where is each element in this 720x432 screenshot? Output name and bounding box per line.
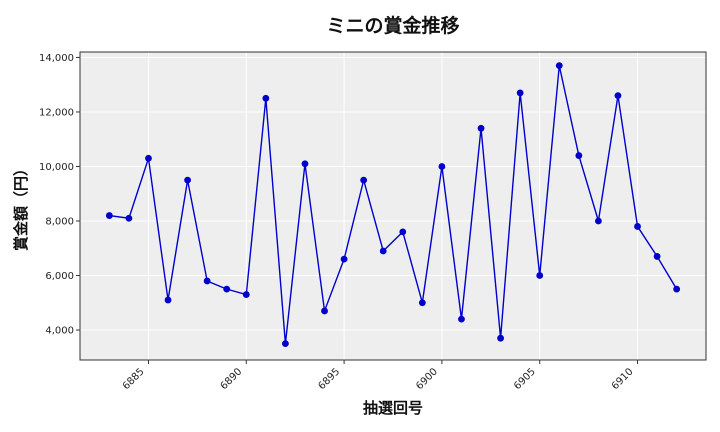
data-point (477, 124, 485, 132)
data-point (614, 92, 622, 100)
data-point (105, 212, 113, 219)
data-point (438, 163, 446, 170)
data-point (399, 228, 407, 236)
data-point (262, 94, 270, 102)
x-axis-title: 抽選回号 (363, 399, 423, 417)
plot-frame (79, 51, 707, 361)
data-point (145, 154, 152, 162)
data-point (418, 299, 426, 307)
x-tick-label: 6885 (121, 366, 147, 392)
x-tick-label: 6895 (316, 366, 342, 392)
data-point (164, 296, 172, 304)
x-tick-label: 6900 (414, 366, 440, 392)
data-point (595, 217, 602, 225)
data-point (242, 291, 250, 298)
data-point (653, 253, 661, 260)
data-point (340, 255, 348, 263)
data-point (321, 307, 328, 315)
y-tick-label: 6,000 (45, 271, 74, 282)
data-point (282, 340, 289, 348)
data-point (634, 223, 641, 230)
y-tick-label: 14,000 (39, 53, 74, 64)
data-point (497, 334, 504, 342)
y-tick-label: 12,000 (39, 107, 74, 118)
data-point (379, 247, 387, 255)
series-line (109, 64, 678, 345)
data-point (575, 152, 583, 159)
data-point (555, 62, 563, 70)
y-axis-title: 賞金額（円） (12, 161, 30, 251)
data-point (458, 315, 465, 323)
series-layer (105, 62, 681, 348)
data-point (301, 160, 309, 168)
y-tick-label: 4,000 (45, 326, 74, 337)
data-point (673, 285, 681, 293)
y-tick-label: 10,000 (39, 162, 74, 173)
x-tick-label: 6910 (610, 366, 636, 392)
data-point (203, 277, 211, 285)
chart-title: ミニの賞金推移 (326, 14, 459, 37)
grid-layer (80, 52, 706, 360)
data-point (223, 285, 231, 293)
plot-area (80, 52, 706, 360)
data-point (360, 176, 368, 184)
data-point (125, 214, 133, 222)
data-point (536, 272, 544, 279)
data-point (184, 176, 191, 184)
data-point (516, 89, 524, 97)
x-tick-label: 6905 (512, 366, 538, 392)
x-tick-label: 6890 (219, 366, 245, 392)
y-tick-label: 8,000 (45, 216, 74, 227)
